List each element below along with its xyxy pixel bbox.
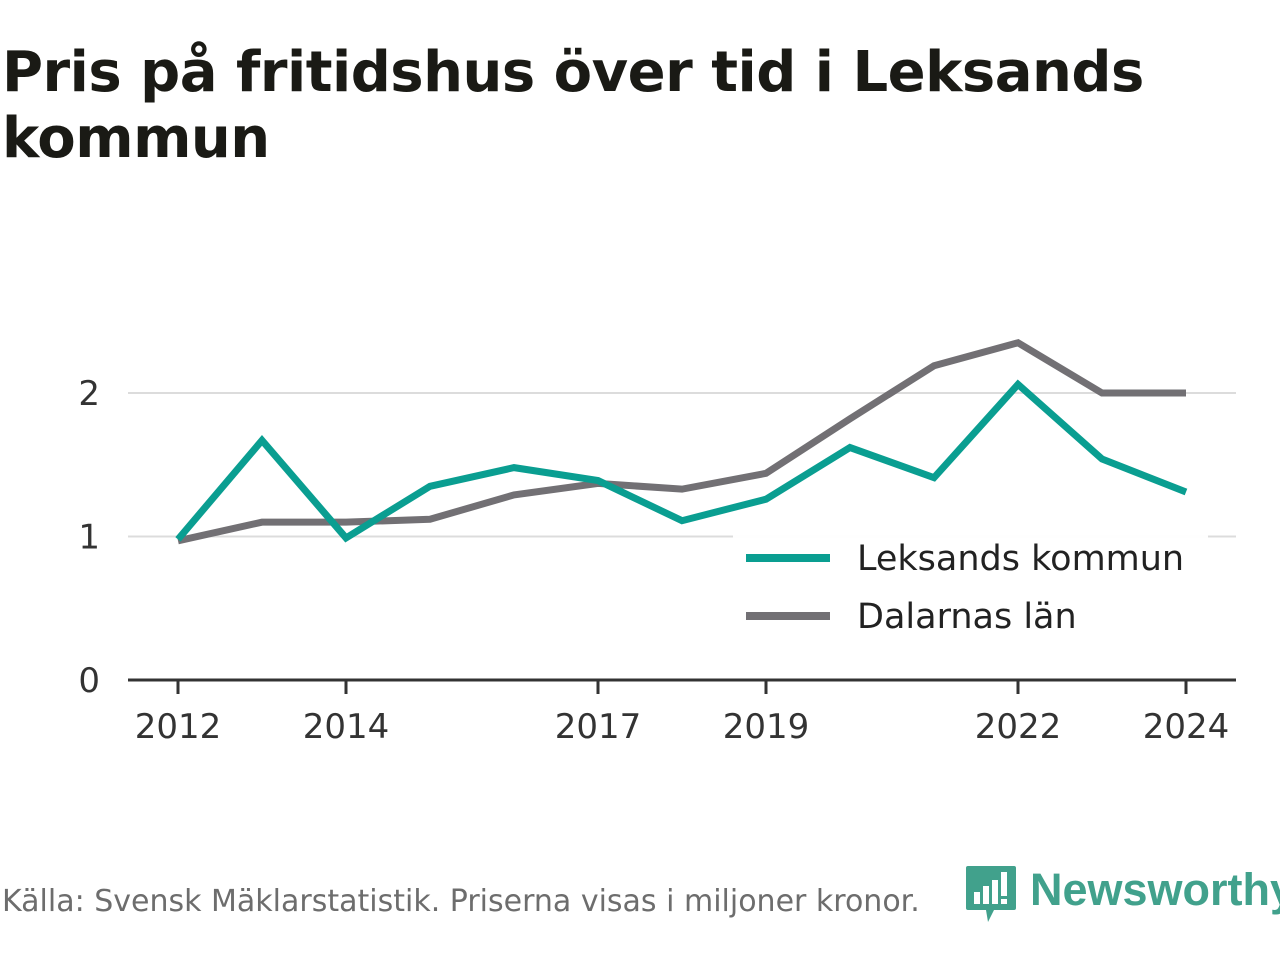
y-axis-labels: 0 1 2 [78,374,100,701]
x-axis: 2012 2014 2017 2019 2022 2024 [128,678,1236,747]
x-tick-label: 2014 [303,707,390,747]
legend-label: Dalarnas län [857,597,1077,637]
y-tick-label: 2 [78,374,100,414]
chart-title: Pris på fritidshus över tid i Leksands k… [2,40,1144,171]
y-tick-label: 0 [78,661,100,701]
newsworthy-logo-icon [966,866,1016,922]
y-tick-label: 1 [78,518,100,558]
x-tick-label: 2024 [1143,707,1230,747]
brand-name: Newsworthy [1030,864,1280,915]
x-tick-label: 2012 [135,707,222,747]
legend-background [733,530,1208,648]
series-line-0 [175,379,1188,543]
gridlines [128,392,1236,538]
legend-label: Leksands kommun [857,539,1184,579]
series-line-1 [177,339,1186,545]
x-tick-label: 2017 [555,707,642,747]
x-tick-label: 2022 [975,707,1062,747]
series-lines [175,339,1188,545]
source-note: Källa: Svensk Mäklarstatistik. Priserna … [2,884,920,919]
legend: Leksands kommun Dalarnas län [733,530,1208,648]
newsworthy-logo: Newsworthy [964,864,1280,928]
x-tick-label: 2019 [723,707,810,747]
